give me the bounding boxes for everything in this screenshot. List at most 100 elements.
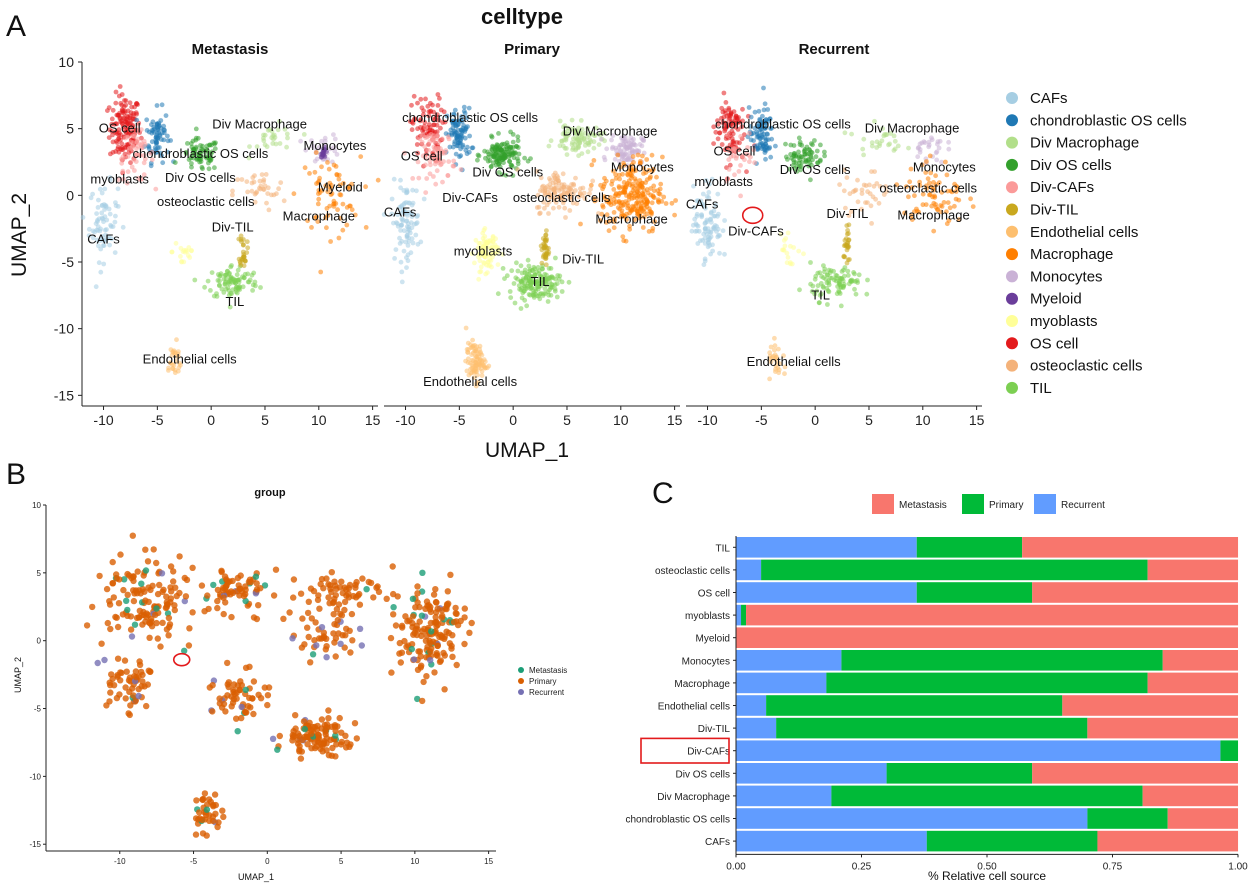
- point-til: [514, 260, 519, 266]
- group-point: [419, 697, 426, 705]
- bar-metastasis-til: [1022, 537, 1239, 558]
- point-div-macrophage: [860, 146, 866, 152]
- point-macrophage: [363, 225, 369, 230]
- group-point: [323, 643, 330, 650]
- point-macrophage: [588, 182, 594, 188]
- x-tick-label: -10: [395, 412, 415, 428]
- group-point: [276, 732, 283, 740]
- point-chondroblastic-os-cells: [134, 117, 140, 123]
- point-os-cell: [740, 106, 745, 112]
- point-cafs: [711, 226, 717, 232]
- point-macrophage: [363, 184, 368, 190]
- point-chondroblastic-os-cells: [751, 138, 756, 144]
- point-myoblasts: [480, 235, 486, 241]
- point-div-os-cells: [788, 142, 794, 148]
- point-chondroblastic-os-cells: [458, 140, 463, 146]
- group-point: [98, 640, 105, 647]
- group-point: [121, 657, 129, 664]
- group-point: [354, 592, 362, 599]
- point-div-os-cells: [522, 155, 527, 161]
- legend-label-cafs: CAFs: [1030, 90, 1068, 107]
- point-osteoclastic-cells: [876, 200, 882, 206]
- point-til: [825, 302, 830, 307]
- y-tick-label: -10: [29, 772, 41, 781]
- group-point: [137, 590, 144, 597]
- point-macrophage: [632, 186, 637, 191]
- group-point: [167, 595, 175, 602]
- group-point: [280, 615, 287, 622]
- group-point: [409, 619, 416, 627]
- point-macrophage: [315, 201, 321, 207]
- group-point: [255, 602, 262, 609]
- group-point: [320, 739, 327, 746]
- point-cafs: [716, 211, 721, 217]
- point-macrophage: [621, 238, 627, 244]
- point-div-macrophage: [861, 136, 867, 142]
- group-point: [143, 702, 150, 710]
- point-osteoclastic-cells: [271, 192, 277, 198]
- legend-dot-div-til: [1006, 203, 1018, 216]
- group-point: [103, 585, 111, 593]
- point-chondroblastic-os-cells: [761, 85, 766, 91]
- point-osteoclastic-cells: [250, 175, 256, 180]
- point-cafs: [107, 177, 113, 183]
- point-chondroblastic-os-cells: [452, 132, 458, 137]
- group-point: [220, 813, 227, 821]
- y-tick-label-til: TIL: [716, 543, 731, 554]
- point-div-macrophage: [582, 139, 588, 144]
- group-point: [222, 708, 229, 715]
- point-cafs: [399, 279, 405, 285]
- point-div-macrophage: [271, 132, 277, 138]
- point-div-os-cells: [487, 158, 493, 163]
- point-div-os-cells: [510, 139, 516, 145]
- point-macrophage: [302, 165, 308, 171]
- legend-label-metastasis: Metastasis: [529, 666, 567, 675]
- point-til: [192, 277, 198, 283]
- point-osteoclastic-cells: [544, 184, 550, 190]
- point-div-cafs: [431, 174, 436, 179]
- point-macrophage: [650, 226, 656, 231]
- cluster-label: Endothelial cells: [143, 351, 237, 366]
- x-tick-label: 5: [865, 412, 873, 428]
- bar-primary-div-macrophage: [831, 785, 1143, 807]
- point-chondroblastic-os-cells: [153, 150, 159, 156]
- point-cafs: [96, 260, 102, 266]
- point-til: [521, 283, 527, 289]
- point-div-til: [846, 231, 851, 236]
- point-os-cell: [122, 127, 127, 133]
- point-macrophage: [600, 204, 606, 210]
- facet-title: Metastasis: [192, 41, 269, 58]
- group-point: [230, 681, 238, 688]
- group-point: [109, 558, 116, 566]
- x-tick-label: 15: [484, 857, 493, 866]
- highlight-circle: [741, 206, 764, 225]
- point-osteoclastic-cells: [865, 200, 870, 206]
- point-til: [250, 288, 256, 293]
- point-cafs: [88, 195, 94, 201]
- x-tick-label: -10: [93, 412, 113, 428]
- group-point: [246, 663, 253, 670]
- point-til: [837, 291, 843, 296]
- point-cafs: [99, 210, 105, 216]
- y-tick-label-os-cell: OS cell: [698, 589, 730, 600]
- point-div-os-cells: [806, 147, 812, 152]
- point-cafs: [103, 238, 109, 244]
- point-osteoclastic-cells: [859, 191, 865, 197]
- legend-dot-myeloid: [1006, 292, 1018, 305]
- point-macrophage: [616, 193, 621, 199]
- cluster-label: Monocytes: [913, 159, 976, 174]
- group-point: [409, 595, 417, 602]
- point-til: [511, 281, 517, 286]
- group-point: [165, 614, 173, 622]
- group-point: [322, 731, 329, 738]
- cluster-label: TIL: [531, 274, 550, 289]
- point-cafs: [405, 258, 411, 264]
- point-macrophage: [646, 229, 652, 234]
- point-til: [853, 291, 859, 297]
- point-os-cell: [430, 102, 435, 108]
- group-point: [398, 649, 406, 656]
- point-os-cell: [115, 112, 121, 118]
- point-macrophage: [649, 152, 655, 158]
- point-cafs: [101, 261, 107, 267]
- point-div-cafs: [738, 163, 743, 168]
